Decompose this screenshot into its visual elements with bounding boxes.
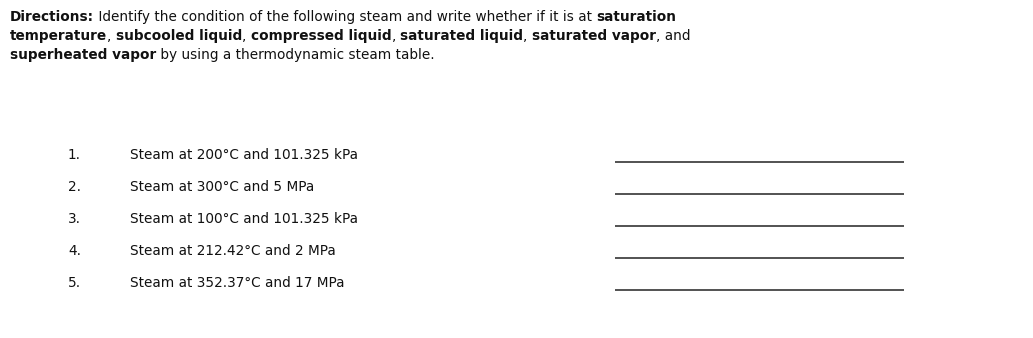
Text: Steam at 100°C and 101.325 kPa: Steam at 100°C and 101.325 kPa bbox=[130, 212, 358, 226]
Text: Steam at 300°C and 5 MPa: Steam at 300°C and 5 MPa bbox=[130, 180, 314, 194]
Text: superheated vapor: superheated vapor bbox=[10, 48, 156, 62]
Text: Directions:: Directions: bbox=[10, 10, 94, 24]
Text: temperature: temperature bbox=[10, 29, 107, 43]
Text: ,: , bbox=[242, 29, 251, 43]
Text: saturation: saturation bbox=[596, 10, 677, 24]
Text: Steam at 200°C and 101.325 kPa: Steam at 200°C and 101.325 kPa bbox=[130, 148, 358, 162]
Text: Steam at 352.37°C and 17 MPa: Steam at 352.37°C and 17 MPa bbox=[130, 276, 344, 290]
Text: ,: , bbox=[107, 29, 116, 43]
Text: compressed liquid: compressed liquid bbox=[251, 29, 392, 43]
Text: subcooled liquid: subcooled liquid bbox=[116, 29, 242, 43]
Text: saturated vapor: saturated vapor bbox=[532, 29, 656, 43]
Text: , and: , and bbox=[656, 29, 690, 43]
Text: 2.: 2. bbox=[68, 180, 81, 194]
Text: saturated liquid: saturated liquid bbox=[400, 29, 524, 43]
Text: ,: , bbox=[524, 29, 532, 43]
Text: ,: , bbox=[392, 29, 400, 43]
Text: Steam at 212.42°C and 2 MPa: Steam at 212.42°C and 2 MPa bbox=[130, 244, 336, 258]
Text: 4.: 4. bbox=[68, 244, 81, 258]
Text: 5.: 5. bbox=[68, 276, 82, 290]
Text: 3.: 3. bbox=[68, 212, 81, 226]
Text: by using a thermodynamic steam table.: by using a thermodynamic steam table. bbox=[156, 48, 435, 62]
Text: 1.: 1. bbox=[68, 148, 81, 162]
Text: Identify the condition of the following steam and write whether if it is at: Identify the condition of the following … bbox=[94, 10, 596, 24]
